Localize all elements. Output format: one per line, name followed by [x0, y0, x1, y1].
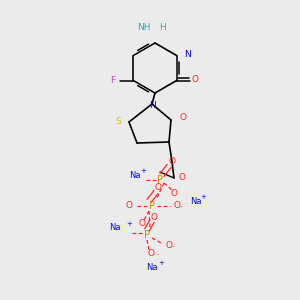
Text: P: P [144, 230, 150, 240]
Text: H: H [159, 23, 166, 32]
Text: Na: Na [129, 170, 141, 179]
Text: O: O [170, 190, 178, 199]
Text: ⁻: ⁻ [180, 205, 184, 211]
Text: O: O [148, 250, 154, 259]
Text: O: O [151, 214, 158, 223]
Text: O: O [179, 113, 186, 122]
Text: +: + [126, 221, 132, 227]
Text: +: + [158, 260, 164, 266]
Text: ⁻: ⁻ [172, 245, 176, 251]
Text: NH: NH [137, 23, 151, 32]
Text: F: F [110, 76, 115, 85]
Text: +: + [200, 194, 206, 200]
Text: P: P [149, 201, 155, 211]
Text: O: O [139, 220, 145, 229]
Text: Na: Na [190, 196, 202, 206]
Text: ⁻: ⁻ [156, 253, 160, 259]
Text: S: S [115, 118, 121, 127]
Text: O: O [178, 173, 185, 182]
Text: N: N [184, 50, 190, 59]
Text: O: O [191, 75, 198, 84]
Text: O: O [166, 242, 173, 250]
Text: O: O [169, 158, 176, 166]
Text: +: + [140, 168, 146, 174]
Text: Na: Na [110, 224, 121, 232]
Text: N: N [148, 101, 155, 110]
Text: O: O [154, 184, 161, 193]
Text: Na: Na [146, 262, 158, 272]
Text: P: P [157, 175, 163, 185]
Text: O: O [174, 200, 181, 209]
Text: O: O [125, 202, 132, 211]
